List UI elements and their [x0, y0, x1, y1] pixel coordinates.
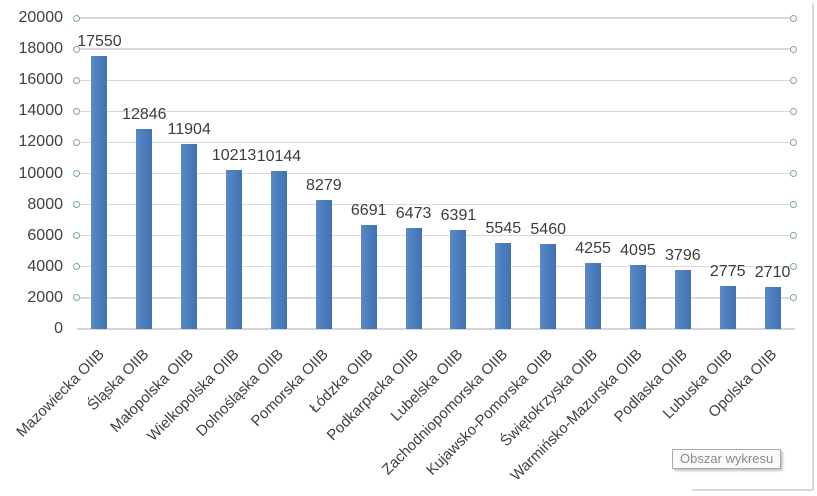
- bar[interactable]: [270, 171, 287, 329]
- y-axis-tick-label[interactable]: 10000: [18, 164, 64, 182]
- data-label[interactable]: 8279: [306, 177, 342, 195]
- bar[interactable]: [405, 228, 422, 329]
- selection-handle: [790, 76, 797, 84]
- selection-handle: [73, 107, 80, 115]
- selection-handle: [73, 14, 80, 22]
- bar[interactable]: [764, 286, 781, 329]
- bar[interactable]: [629, 265, 646, 329]
- y-axis-tick-label[interactable]: 2000: [27, 288, 63, 306]
- data-label[interactable]: 2710: [754, 263, 791, 281]
- data-label[interactable]: 11904: [167, 120, 211, 138]
- gridline[interactable]: [77, 48, 795, 50]
- bar[interactable]: [540, 244, 557, 329]
- chart-frame-right-border: [812, 3, 814, 490]
- data-label[interactable]: 4255: [575, 239, 611, 257]
- selection-handle: [73, 232, 80, 240]
- selection-handle: [790, 263, 797, 271]
- selection-handle: [790, 14, 797, 22]
- selection-handle: [790, 107, 797, 115]
- data-label[interactable]: 6391: [440, 206, 477, 224]
- data-label[interactable]: 6473: [395, 205, 432, 223]
- chart-frame-bottom-border: [692, 489, 813, 491]
- bar[interactable]: [360, 224, 377, 329]
- data-label[interactable]: 12846: [122, 106, 167, 124]
- data-label[interactable]: 10213: [211, 147, 257, 165]
- gridline[interactable]: [77, 266, 795, 268]
- bar[interactable]: [674, 269, 691, 329]
- bar[interactable]: [450, 229, 467, 329]
- bar[interactable]: [91, 56, 108, 329]
- x-axis-line[interactable]: [77, 328, 795, 330]
- bar[interactable]: [136, 129, 153, 329]
- data-label[interactable]: 2775: [709, 262, 746, 280]
- y-axis-tick-label[interactable]: 4000: [27, 257, 63, 275]
- selection-handle: [790, 232, 797, 240]
- bar[interactable]: [181, 143, 198, 329]
- y-axis-tick-label[interactable]: 8000: [27, 195, 63, 213]
- selection-handle: [73, 45, 80, 53]
- gridline[interactable]: [77, 110, 795, 112]
- selection-handle: [790, 45, 797, 53]
- bar[interactable]: [495, 242, 512, 329]
- bar[interactable]: [226, 170, 243, 329]
- y-axis-tick-label[interactable]: 18000: [18, 40, 64, 58]
- y-axis-tick-label[interactable]: 0: [54, 320, 63, 337]
- chart-area-tooltip: Obszar wykresu: [672, 449, 782, 469]
- selection-handle: [790, 201, 797, 209]
- gridline[interactable]: [77, 17, 795, 19]
- gridline[interactable]: [77, 172, 795, 175]
- data-label[interactable]: 4095: [620, 242, 656, 260]
- bar[interactable]: [719, 285, 736, 329]
- selection-handle: [73, 138, 80, 146]
- selection-handle: [73, 170, 80, 177]
- selection-handle: [790, 138, 797, 146]
- tooltip-label: Obszar wykresu: [680, 451, 774, 466]
- y-axis-tick-label[interactable]: 16000: [18, 71, 64, 89]
- data-label[interactable]: 5545: [485, 219, 522, 237]
- gridline[interactable]: [77, 79, 795, 81]
- gridline[interactable]: [77, 235, 795, 237]
- bar[interactable]: [585, 262, 602, 329]
- selection-handle: [790, 170, 797, 177]
- bar[interactable]: [315, 200, 332, 329]
- selection-handle: [790, 294, 797, 302]
- gridline[interactable]: [77, 141, 795, 144]
- data-label[interactable]: 5460: [530, 221, 566, 239]
- selection-handle: [73, 294, 80, 302]
- gridline[interactable]: [77, 297, 795, 299]
- data-label[interactable]: 6691: [350, 201, 387, 219]
- selection-handle: [73, 76, 80, 84]
- y-axis-tick-label[interactable]: 20000: [18, 9, 64, 26]
- data-label[interactable]: 3796: [665, 246, 701, 264]
- data-label[interactable]: 10144: [256, 148, 302, 166]
- y-axis-tick-label[interactable]: 12000: [18, 133, 64, 151]
- selection-handle: [73, 201, 80, 209]
- data-label[interactable]: 17550: [77, 33, 122, 51]
- selection-handle: [73, 263, 80, 271]
- y-axis-tick-label[interactable]: 14000: [18, 102, 64, 120]
- gridline[interactable]: [77, 203, 795, 206]
- y-axis-tick-label[interactable]: 6000: [27, 226, 63, 244]
